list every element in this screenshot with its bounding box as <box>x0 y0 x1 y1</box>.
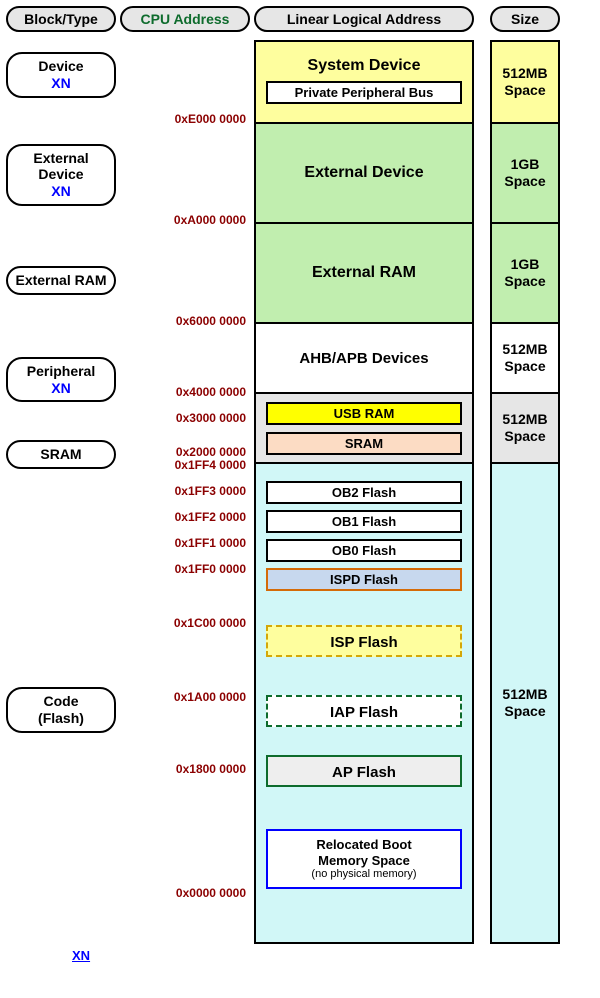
addr-1ff2: 0x1FF2 0000 <box>120 511 250 523</box>
addr-1a00: 0x1A00 0000 <box>120 691 250 703</box>
size-512mb: 512MB <box>492 411 558 428</box>
region-ahb-apb: AHB/APB Devices <box>256 322 472 392</box>
addr-1ff0: 0x1FF0 0000 <box>120 563 250 575</box>
region-usb-ram: USB RAM <box>266 402 462 425</box>
pill-extdev-l1: External <box>33 150 88 166</box>
region-external-ram: External RAM <box>256 222 472 322</box>
size-space: Space <box>492 173 558 190</box>
addr-1ff3: 0x1FF3 0000 <box>120 485 250 497</box>
size-column: 512MB Space 1GB Space 1GB Space 512MB Sp… <box>490 40 560 944</box>
footnote-xn: XN <box>6 948 594 963</box>
header-size: Size <box>490 6 560 32</box>
size-512mb: 512MB <box>492 65 558 82</box>
size-ahb-apb: 512MB Space <box>492 322 558 392</box>
region-relocated-boot: Relocated Boot Memory Space (no physical… <box>266 829 462 889</box>
addr-0000: 0x0000 0000 <box>120 887 250 899</box>
size-sram: 512MB Space <box>492 392 558 462</box>
block-type-column: Device XN External Device XN External RA… <box>6 40 116 944</box>
pill-sram: SRAM <box>6 440 116 469</box>
addr-e000: 0xE000 0000 <box>120 113 250 125</box>
pill-peripheral: Peripheral XN <box>6 357 116 403</box>
header-cpu-address: CPU Address <box>120 6 250 32</box>
header-linear-logical-address: Linear Logical Address <box>254 6 474 32</box>
size-1gb: 1GB <box>492 156 558 173</box>
region-ppb: Private Peripheral Bus <box>266 81 462 104</box>
pill-extdev-l2: Device <box>38 166 83 182</box>
region-ob2-flash: OB2 Flash <box>266 481 462 504</box>
region-ap-flash: AP Flash <box>266 755 462 787</box>
size-space: Space <box>492 428 558 445</box>
region-sram-block: USB RAM SRAM <box>256 392 472 462</box>
addr-4000: 0x4000 0000 <box>120 386 250 398</box>
header-block: Block/Type <box>6 6 116 32</box>
reloc-l2: Memory Space <box>272 853 456 869</box>
size-external-device: 1GB Space <box>492 122 558 222</box>
size-space: Space <box>492 358 558 375</box>
size-1gb: 1GB <box>492 256 558 273</box>
addr-6000: 0x6000 0000 <box>120 315 250 327</box>
reloc-l1: Relocated Boot <box>272 837 456 853</box>
region-ispd-flash: ISPD Flash <box>266 568 462 591</box>
region-ob0-flash: OB0 Flash <box>266 539 462 562</box>
addr-1c00: 0x1C00 0000 <box>120 617 250 629</box>
pill-external-device: External Device XN <box>6 144 116 206</box>
cpu-address-column: 0xE000 0000 0xA000 0000 0x6000 0000 0x40… <box>120 40 250 944</box>
memory-map-column: System Device Private Peripheral Bus Ext… <box>254 40 474 944</box>
pill-external-ram: External RAM <box>6 266 116 295</box>
pill-device: Device XN <box>6 52 116 98</box>
pill-code-flash: Code (Flash) <box>6 687 116 733</box>
size-code: 512MB Space <box>492 462 558 942</box>
region-code-flash: OB2 Flash OB1 Flash OB0 Flash ISPD Flash… <box>256 462 472 942</box>
addr-3000: 0x3000 0000 <box>120 412 250 424</box>
size-512mb: 512MB <box>492 341 558 358</box>
pill-extram-label: External RAM <box>15 272 106 288</box>
pill-periph-label: Peripheral <box>27 363 95 379</box>
addr-2000: 0x2000 0000 <box>120 446 250 458</box>
region-iap-flash: IAP Flash <box>266 695 462 727</box>
region-isp-flash: ISP Flash <box>266 625 462 657</box>
pill-sram-label: SRAM <box>40 446 81 462</box>
pill-device-label: Device <box>38 58 83 74</box>
size-system-device: 512MB Space <box>492 42 558 122</box>
region-system-device: System Device Private Peripheral Bus <box>256 42 472 122</box>
addr-1ff1: 0x1FF1 0000 <box>120 537 250 549</box>
region-system-device-label: System Device <box>256 57 472 75</box>
xn-tag: XN <box>51 183 70 199</box>
size-space: Space <box>492 273 558 290</box>
size-space: Space <box>492 703 558 720</box>
xn-tag: XN <box>51 75 70 91</box>
addr-1ff4: 0x1FF4 0000 <box>120 459 250 471</box>
size-space: Space <box>492 82 558 99</box>
region-ob1-flash: OB1 Flash <box>266 510 462 533</box>
region-sram: SRAM <box>266 432 462 455</box>
pill-code-l1: Code <box>44 693 79 709</box>
addr-1800: 0x1800 0000 <box>120 763 250 775</box>
reloc-l3: (no physical memory) <box>272 868 456 881</box>
addr-a000: 0xA000 0000 <box>120 214 250 226</box>
region-external-device: External Device <box>256 122 472 222</box>
size-external-ram: 1GB Space <box>492 222 558 322</box>
pill-code-l2: (Flash) <box>38 710 84 726</box>
size-512mb: 512MB <box>492 686 558 703</box>
xn-tag: XN <box>51 380 70 396</box>
